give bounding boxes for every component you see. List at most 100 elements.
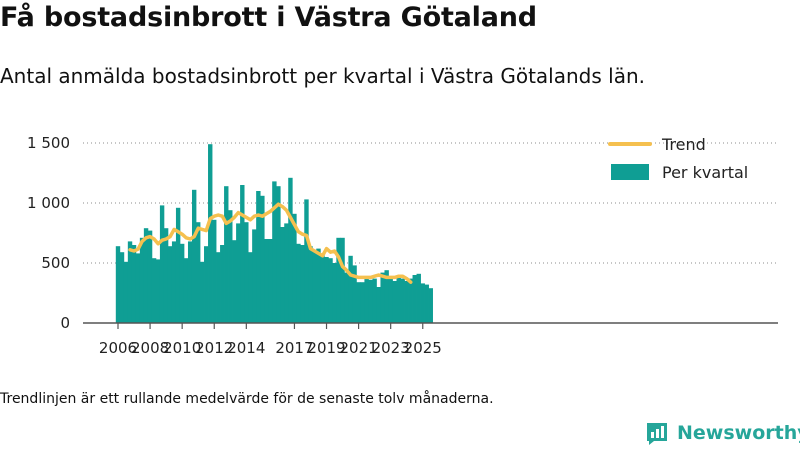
bar	[308, 246, 313, 323]
bar	[304, 199, 309, 323]
bar	[364, 276, 369, 323]
brand-name: Newsworthy	[677, 422, 800, 444]
bar	[216, 252, 221, 323]
legend: Trend Per kvartal	[608, 135, 748, 182]
bar	[280, 227, 285, 323]
y-tick-label: 0	[60, 314, 70, 332]
bar	[139, 237, 145, 323]
footnote: Trendlinjen är ett rullande medelvärde f…	[0, 391, 494, 407]
x-tick-label: 2014	[227, 339, 265, 357]
bar	[396, 276, 401, 323]
bar	[167, 246, 173, 323]
bar	[276, 186, 281, 323]
bar	[372, 278, 377, 323]
bar	[191, 189, 197, 323]
bar	[171, 241, 177, 323]
page-title: Få bostadsinbrott i Västra Götaland	[0, 2, 537, 33]
bar	[248, 252, 253, 323]
x-tick-label: 2006	[99, 339, 137, 357]
bar	[163, 228, 169, 323]
bar	[384, 270, 389, 323]
bar	[252, 229, 257, 323]
x-tick-label: 2019	[307, 339, 345, 357]
bar	[428, 288, 433, 323]
bar	[220, 245, 225, 323]
bar	[131, 245, 137, 323]
x-tick-label: 2017	[275, 339, 313, 357]
legend-bar-swatch	[611, 164, 649, 180]
x-tick-label: 2012	[195, 339, 233, 357]
bar	[212, 219, 217, 323]
bar	[324, 257, 329, 323]
newsworthy-logo-icon	[647, 423, 667, 445]
bar	[340, 237, 345, 323]
bar	[380, 272, 385, 323]
bar	[316, 248, 321, 323]
bar	[392, 281, 397, 323]
bar	[196, 222, 201, 323]
bar	[424, 284, 429, 323]
bar	[404, 281, 409, 323]
page-subtitle: Antal anmälda bostadsinbrott per kvartal…	[0, 64, 645, 88]
bar	[135, 253, 141, 323]
bar	[336, 237, 341, 323]
bar	[187, 241, 193, 323]
bar	[272, 181, 277, 323]
bar	[344, 272, 349, 323]
bar	[328, 258, 333, 323]
bar	[123, 261, 129, 323]
bar	[236, 223, 241, 323]
bar	[288, 177, 293, 323]
bar	[159, 205, 165, 323]
bar-series-per-kvartal	[115, 144, 433, 323]
bar	[356, 282, 361, 323]
y-tick-label: 500	[41, 254, 70, 272]
bar	[320, 253, 325, 323]
bar	[260, 195, 265, 323]
bar	[175, 207, 181, 323]
bar	[179, 243, 185, 323]
bar	[155, 259, 161, 323]
brand-logo: Newsworthy	[644, 418, 800, 448]
bar	[228, 210, 233, 323]
bar	[143, 228, 149, 323]
legend-trend-label: Trend	[661, 135, 706, 154]
bar	[312, 249, 317, 323]
bar	[268, 239, 273, 323]
bar	[256, 191, 261, 323]
bar	[224, 186, 229, 323]
bar	[183, 258, 189, 323]
bar	[119, 252, 125, 323]
x-tick-label: 2010	[163, 339, 201, 357]
bar	[376, 287, 381, 323]
bar	[208, 144, 213, 323]
x-tick-label: 2021	[340, 339, 378, 357]
bar	[420, 283, 425, 323]
bar	[232, 240, 237, 323]
bar	[264, 239, 269, 323]
bar	[204, 246, 209, 323]
bar	[200, 261, 205, 323]
bar	[284, 223, 289, 323]
bar	[388, 278, 393, 323]
x-tick-label: 2008	[131, 339, 169, 357]
x-tick-label: 2025	[404, 339, 442, 357]
bar	[115, 246, 121, 323]
bar	[416, 273, 421, 323]
bar	[368, 279, 373, 323]
y-axis: 0 500 1 000 1 500	[27, 134, 778, 332]
bar	[352, 265, 357, 323]
bar	[240, 185, 245, 323]
bar	[360, 282, 365, 323]
bar	[127, 241, 133, 323]
bar	[332, 263, 337, 323]
y-tick-label: 1 000	[27, 194, 70, 212]
bar	[296, 243, 301, 323]
legend-bar-label: Per kvartal	[662, 163, 748, 182]
y-tick-label: 1 500	[27, 134, 70, 152]
x-tick-label: 2023	[372, 339, 410, 357]
bar	[300, 245, 305, 323]
bar	[147, 230, 153, 323]
bar	[151, 258, 157, 323]
